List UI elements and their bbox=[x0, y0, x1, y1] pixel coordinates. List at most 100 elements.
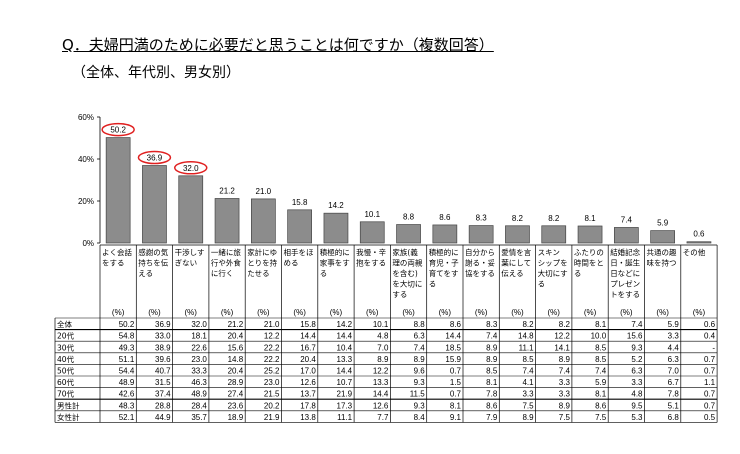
table-cell: 28.8 bbox=[155, 401, 171, 410]
table-cell: 14.2 bbox=[337, 320, 353, 329]
unit-label: (%) bbox=[148, 308, 161, 317]
data-label: 8.3 bbox=[476, 214, 488, 223]
table-cell: 0.7 bbox=[450, 367, 462, 376]
table-cell: 7.7 bbox=[377, 413, 389, 422]
category-label: 相手をほ bbox=[284, 247, 314, 257]
table-cell: 9.3 bbox=[414, 378, 426, 387]
table-cell: 8.9 bbox=[522, 413, 534, 422]
table-cell: 8.1 bbox=[595, 390, 607, 399]
table-cell: 6.3 bbox=[414, 332, 426, 341]
table-cell: 8.4 bbox=[414, 413, 426, 422]
category-label: える bbox=[138, 269, 153, 278]
table-cell: 7.8 bbox=[668, 390, 680, 399]
table-cell: 8.6 bbox=[486, 401, 498, 410]
table-cell: 20.2 bbox=[264, 401, 280, 410]
table-cell: 15.6 bbox=[627, 332, 643, 341]
table-cell: 8.5 bbox=[486, 367, 498, 376]
bar bbox=[287, 209, 312, 244]
table-cell: 10.0 bbox=[591, 332, 607, 341]
table-cell: 10.4 bbox=[337, 343, 353, 352]
row-label: 女性計 bbox=[57, 412, 80, 422]
category-label: 一緒に旅 bbox=[211, 247, 241, 257]
category-label: 時間をと bbox=[574, 259, 604, 268]
highlight-circle bbox=[101, 122, 135, 137]
table-cell: 18.5 bbox=[445, 343, 461, 352]
category-label: 家事をす bbox=[320, 258, 350, 268]
table-cell: 14.4 bbox=[337, 367, 353, 376]
table-cell: 3.3 bbox=[559, 390, 571, 399]
table-cell: 8.6 bbox=[450, 320, 462, 329]
table-cell: 13.8 bbox=[300, 413, 316, 422]
category-label: 積極的に bbox=[320, 247, 350, 257]
table-cell: 18.9 bbox=[228, 413, 244, 422]
category-label: 我慢・辛 bbox=[356, 247, 386, 257]
table-cell: - bbox=[712, 343, 715, 352]
y-tick-label: 20% bbox=[78, 197, 94, 206]
table-cell: 8.1 bbox=[486, 378, 498, 387]
table-cell: 5.3 bbox=[631, 413, 643, 422]
category-label: プレゼン bbox=[610, 279, 640, 289]
category-label: 行や外食 bbox=[211, 258, 241, 268]
table-cell: 7.4 bbox=[486, 332, 498, 341]
data-label: 50.2 bbox=[110, 126, 126, 135]
unit-label: (%) bbox=[511, 308, 524, 317]
table-cell: 4.1 bbox=[522, 378, 534, 387]
bar bbox=[214, 198, 240, 244]
unit-label: (%) bbox=[620, 308, 633, 317]
table-cell: 3.3 bbox=[668, 332, 680, 341]
table-cell: 22.2 bbox=[264, 343, 280, 352]
table-cell: 40.7 bbox=[155, 367, 171, 376]
table-cell: 3.3 bbox=[522, 390, 534, 399]
data-label: 7.4 bbox=[621, 215, 633, 224]
category-label: 感謝の気 bbox=[138, 247, 168, 257]
table-cell: 17.8 bbox=[300, 401, 316, 410]
table-cell: 11.1 bbox=[337, 413, 353, 422]
table-cell: 28.4 bbox=[191, 401, 207, 410]
table-cell: 28.9 bbox=[228, 378, 244, 387]
table-cell: 7.5 bbox=[595, 413, 607, 422]
bar bbox=[613, 227, 639, 244]
unit-label: (%) bbox=[548, 308, 561, 317]
category-label: 謝る・妥 bbox=[465, 258, 495, 268]
category-label: 育てをす bbox=[429, 268, 459, 278]
table-cell: 23.0 bbox=[264, 378, 280, 387]
table-cell: 18.1 bbox=[191, 332, 207, 341]
category-label: 家族(義 bbox=[392, 247, 418, 257]
data-label: 0.6 bbox=[693, 230, 705, 239]
table-cell: 14.4 bbox=[445, 332, 461, 341]
table-cell: 0.4 bbox=[704, 332, 716, 341]
table-cell: 21.9 bbox=[337, 390, 353, 399]
category-label: シップを bbox=[538, 259, 568, 268]
table-cell: 21.2 bbox=[228, 320, 244, 329]
unit-label: (%) bbox=[112, 308, 125, 317]
table-cell: 8.6 bbox=[595, 401, 607, 410]
table-cell: 7.5 bbox=[559, 413, 571, 422]
table-cell: 39.6 bbox=[155, 355, 171, 364]
data-label: 10.1 bbox=[364, 210, 380, 219]
table-cell: 21.0 bbox=[264, 320, 280, 329]
table-cell: 8.9 bbox=[559, 355, 571, 364]
table-cell: 7.4 bbox=[522, 367, 534, 376]
unit-label: (%) bbox=[221, 308, 234, 317]
table-cell: 35.7 bbox=[191, 413, 207, 422]
unit-label: (%) bbox=[656, 308, 669, 317]
table-cell: 52.1 bbox=[119, 413, 135, 422]
bar bbox=[178, 175, 204, 244]
table-cell: 6.7 bbox=[668, 378, 680, 387]
table-cell: 6.8 bbox=[668, 413, 680, 422]
table-cell: 37.4 bbox=[155, 390, 171, 399]
table-cell: 12.2 bbox=[264, 332, 280, 341]
table-cell: 1.1 bbox=[704, 378, 716, 387]
table-cell: 48.3 bbox=[119, 401, 135, 410]
category-label: をする bbox=[102, 259, 125, 268]
table-cell: 0.7 bbox=[450, 390, 462, 399]
unit-label: (%) bbox=[330, 308, 343, 317]
table-cell: 33.3 bbox=[191, 367, 207, 376]
data-label: 14.2 bbox=[328, 201, 344, 210]
table-cell: 15.8 bbox=[300, 320, 316, 329]
table-cell: 31.5 bbox=[155, 378, 171, 387]
table-cell: 15.9 bbox=[445, 355, 461, 364]
table-cell: 0.5 bbox=[704, 413, 716, 422]
row-label: 20代 bbox=[57, 331, 75, 341]
